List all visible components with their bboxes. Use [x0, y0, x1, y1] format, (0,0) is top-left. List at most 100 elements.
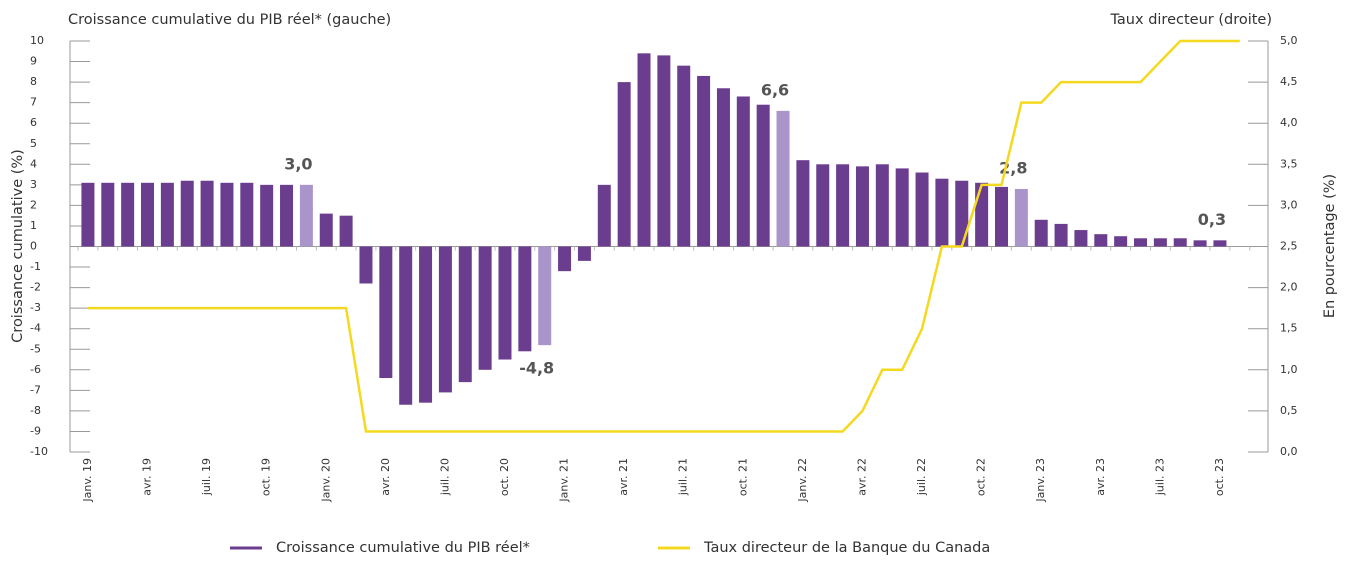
bar [617, 82, 631, 247]
y2-tick-label: 5,0 [1280, 34, 1298, 47]
bar [637, 53, 651, 247]
x-tick-label: juil. 20 [438, 458, 451, 496]
value-label: 6,6 [761, 80, 789, 99]
legend-label: Croissance cumulative du PIB réel* [276, 540, 530, 556]
bar [756, 104, 770, 247]
y-tick-label: -1 [30, 260, 41, 273]
bar [220, 182, 234, 247]
y-tick-label: 4 [30, 157, 37, 170]
bar [180, 180, 194, 247]
bar [240, 182, 254, 247]
x-tick-label: avr. 23 [1094, 458, 1107, 496]
bar [1134, 238, 1148, 247]
x-tick-label: Janv. 21 [558, 458, 571, 503]
y-tick-label: -4 [30, 322, 41, 335]
y-tick-label: -7 [30, 383, 41, 396]
bar [200, 180, 214, 247]
bar [538, 246, 552, 346]
bar [1074, 230, 1088, 247]
bar [816, 164, 830, 247]
y-tick-label: 5 [30, 137, 37, 150]
x-tick-label: juil. 19 [200, 458, 213, 496]
bar [1094, 234, 1108, 247]
y-tick-label: 2 [30, 198, 37, 211]
bar [558, 246, 572, 272]
line [87, 39, 1240, 433]
y-tick-label: -9 [30, 424, 41, 437]
bar [955, 180, 969, 247]
y2-tick-label: 2,0 [1280, 281, 1298, 294]
bar [1114, 236, 1128, 247]
bar [438, 246, 452, 393]
bar [597, 184, 611, 247]
bar [736, 96, 750, 247]
bar [81, 182, 95, 247]
bar [994, 186, 1008, 247]
value-label: 3,0 [284, 154, 312, 173]
bar [478, 246, 492, 370]
bar [359, 246, 373, 284]
bar [280, 184, 294, 247]
right-title: Taux directeur (droite) [1109, 12, 1272, 28]
y2-tick-label: 3,5 [1280, 157, 1298, 170]
x-tick-label: avr. 20 [379, 458, 392, 496]
y2-tick-label: 1,5 [1280, 322, 1298, 335]
bar [141, 182, 155, 247]
y2-tick-label: 3,0 [1280, 198, 1298, 211]
y2-tick-label: 1,0 [1280, 363, 1298, 376]
x-tick-label: oct. 20 [498, 458, 511, 496]
bar [1193, 240, 1207, 247]
bar [577, 246, 591, 261]
bar [379, 246, 393, 379]
y-tick-label: 9 [30, 55, 37, 68]
bar [518, 246, 532, 352]
y-axis-title: Croissance cumulative (%) [10, 149, 26, 343]
bar [697, 75, 711, 247]
bar [1173, 238, 1187, 247]
y2-tick-label: 2,5 [1280, 240, 1298, 253]
x-tick-label: juil. 23 [1153, 458, 1166, 496]
y-tick-label: 1 [30, 219, 37, 232]
bar [935, 178, 949, 247]
bar [299, 184, 313, 247]
x-tick-label: juil. 21 [677, 458, 690, 496]
x-tick-label: oct. 19 [260, 458, 273, 496]
bar [657, 55, 671, 247]
x-tick-label: juil. 22 [915, 458, 928, 496]
bar [339, 215, 353, 247]
x-tick-label: avr. 22 [855, 458, 868, 496]
bar [419, 246, 433, 403]
y2-axis-title: En pourcentage (%) [1322, 174, 1338, 318]
left-title: Croissance cumulative du PIB réel* (gauc… [68, 12, 391, 28]
x-tick-label: oct. 23 [1213, 458, 1226, 496]
y-tick-label: 7 [30, 96, 37, 109]
y-tick-label: -6 [30, 363, 41, 376]
bar [319, 213, 333, 247]
y-tick-label: 10 [30, 34, 44, 47]
x-tick-label: Janv. 20 [319, 458, 332, 503]
bar [1213, 240, 1227, 247]
y-tick-label: 0 [30, 240, 37, 253]
y-tick-label: 6 [30, 116, 37, 129]
bar [1034, 219, 1048, 247]
bar [1153, 238, 1167, 247]
x-tick-label: avr. 21 [617, 458, 630, 496]
bar [121, 182, 135, 247]
bar [101, 182, 115, 247]
x-tick-label: Janv. 23 [1034, 458, 1047, 503]
y-tick-label: -10 [30, 445, 48, 458]
bar [160, 182, 174, 247]
bar [1014, 188, 1028, 247]
y-tick-label: 8 [30, 75, 37, 88]
bar [796, 160, 810, 247]
x-tick-label: Janv. 22 [796, 458, 809, 503]
y2-tick-label: 0,5 [1280, 404, 1298, 417]
bar [776, 110, 790, 247]
bar [855, 166, 869, 247]
x-tick-label: avr. 19 [141, 458, 154, 496]
bar [1054, 223, 1068, 247]
bar [875, 164, 889, 247]
bar [836, 164, 850, 247]
bar [399, 246, 413, 405]
